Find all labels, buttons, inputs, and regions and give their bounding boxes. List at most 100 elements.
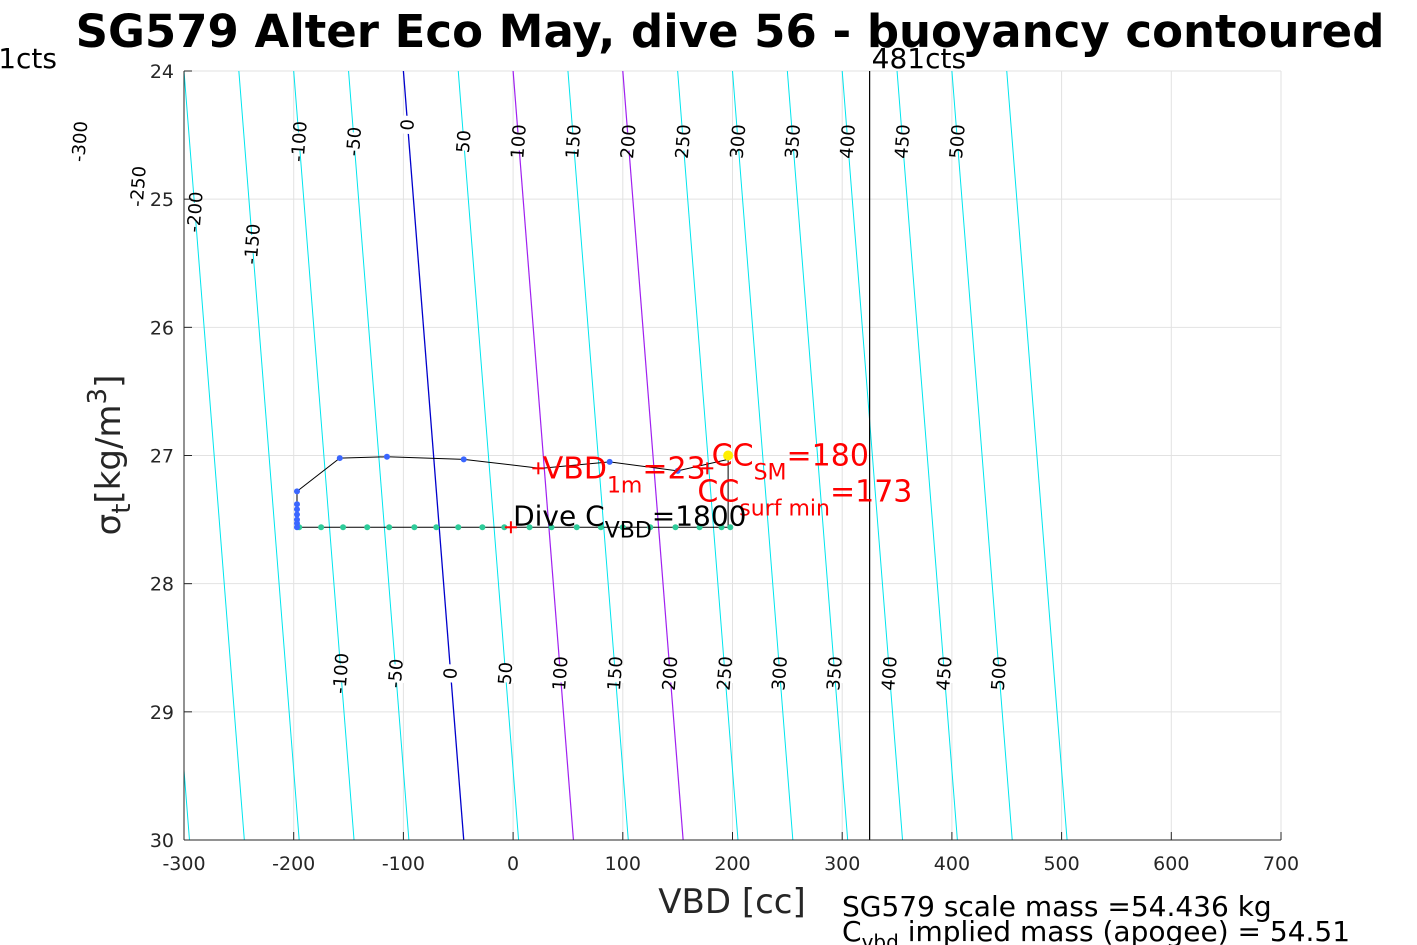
footer-implied-mass: Cvbd implied mass (apogee) = 54.51 [842, 915, 1350, 945]
contour-line [732, 71, 794, 840]
contour-label-bg [702, 662, 748, 685]
ascent-point [597, 524, 604, 531]
contour-label: 150 [562, 124, 586, 160]
y-label-unit: [kg/m [89, 404, 129, 503]
label-cc-surf-min: CCsurf min=173 [697, 474, 912, 521]
chart-title: SG579 Alter Eco May, dive 56 - buoyancy … [76, 5, 1385, 58]
contour-label-bg [482, 662, 529, 685]
ascent-point [411, 524, 418, 531]
contour-label: -100 [288, 120, 312, 162]
label-cc-sm: CCSM=180 [712, 439, 869, 486]
x-tick-label: 200 [714, 853, 750, 875]
contour-label: -50 [343, 126, 366, 157]
contour-label: 50 [495, 661, 518, 685]
ascent-point [647, 524, 654, 531]
contour-label: 100 [549, 655, 573, 691]
ascent-point [318, 524, 325, 531]
y-label-sub: t [107, 504, 137, 514]
contour-label: 450 [933, 655, 957, 691]
descent-point [336, 455, 343, 462]
y-tick-label: 24 [150, 61, 174, 83]
y-tick-label: 28 [150, 574, 174, 596]
contour-label-bg [879, 130, 926, 153]
contour-line [896, 71, 958, 840]
buoyancy-contours [0, 71, 1068, 840]
x-tick-label: 600 [1153, 853, 1189, 875]
contour-label-bg [811, 662, 858, 685]
reference-line-label: 1cts [0, 42, 57, 75]
contour-label: -300 [68, 120, 92, 162]
contour-label-bg [276, 130, 322, 153]
x-tick-label: 300 [824, 853, 860, 875]
red-marker [532, 462, 545, 475]
contour-label-bg [318, 662, 364, 685]
contour-label-bg [976, 662, 1022, 685]
contour-label-bg [537, 662, 583, 685]
ascent-point [672, 524, 679, 531]
contour-label: -50 [385, 658, 408, 689]
descent-point [293, 488, 300, 495]
y-tick-label: 26 [150, 317, 174, 339]
ascent-point [501, 524, 508, 531]
y-axis-label: σt[kg/m3] [83, 375, 137, 536]
contour-label-bg [428, 662, 474, 685]
contour-label-bg [495, 130, 542, 153]
contour-line [0, 71, 25, 840]
descent-point [293, 524, 300, 531]
contour-label-bg [921, 662, 967, 685]
contour-label: 0 [440, 667, 462, 680]
contour-label-bg [757, 662, 803, 685]
contour-label: -150 [241, 223, 265, 265]
y-tick-label: 29 [150, 702, 174, 724]
red-marker [701, 462, 714, 475]
contour-label: 50 [453, 129, 476, 153]
contour-label: -250 [127, 165, 151, 207]
contour-label: 350 [823, 655, 847, 691]
descent-point [606, 458, 613, 465]
contour-label-bg [115, 175, 161, 198]
contour-label: 100 [507, 124, 531, 160]
contour-line [19, 71, 79, 840]
contour-label: 400 [836, 124, 860, 160]
ascent-point [619, 524, 626, 531]
contour-label-bg [770, 130, 816, 153]
label-vbd-1m: VBD1m=23 [543, 451, 706, 498]
descent-point [674, 467, 681, 474]
axes: -300 -200 -100 0 100 200 300 400 500 600 700242526… [150, 61, 1299, 875]
contour-label-bg [647, 662, 693, 685]
x-tick-label: -300 [162, 853, 205, 875]
x-tick-label: 0 [507, 853, 519, 875]
contour-line [951, 71, 1013, 840]
y-label-close: ] [89, 375, 129, 388]
ascent-point [573, 524, 580, 531]
contour-line [677, 71, 739, 840]
x-tick-label: 100 [605, 853, 641, 875]
ascent-point [386, 524, 393, 531]
contour-label: -100 [329, 652, 353, 694]
contour-label: 200 [659, 655, 683, 691]
reference-line-label: 481cts [872, 42, 966, 75]
contour-line [238, 71, 300, 840]
y-label-sup: 3 [83, 388, 113, 405]
contour-line [457, 71, 520, 840]
contour-label: 150 [604, 655, 628, 691]
descent-point [460, 456, 467, 463]
contour-label: 500 [988, 655, 1012, 691]
y-label-sigma: σ [89, 514, 129, 536]
x-tick-label: -100 [382, 853, 425, 875]
contour-label-bg [592, 662, 638, 685]
descent-point [293, 501, 300, 508]
red-marker [504, 521, 517, 534]
contour-label: 450 [891, 124, 915, 160]
contour-label-bg [384, 114, 431, 136]
ascent-point [548, 524, 555, 531]
contour-label-bg [550, 130, 597, 153]
contour-label-bg [57, 130, 103, 153]
contour-label: 500 [946, 124, 970, 160]
y-tick-label: 30 [150, 830, 174, 852]
y-tick-label: 27 [150, 446, 174, 468]
dive-profile-line [296, 456, 731, 528]
contour-label-bg [441, 130, 487, 153]
ascent-point [727, 524, 734, 531]
